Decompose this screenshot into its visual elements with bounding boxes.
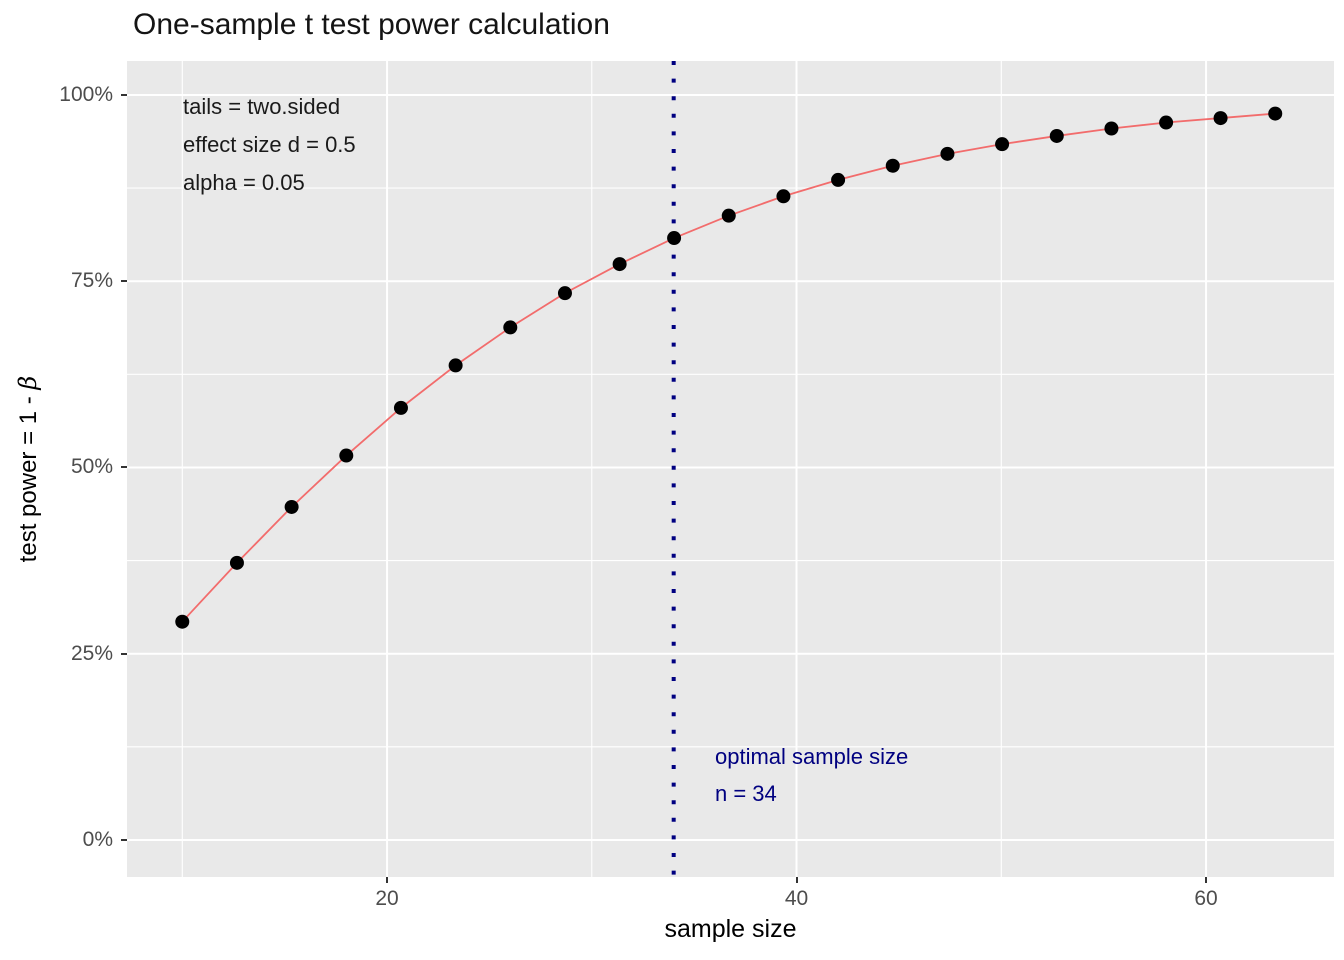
data-point [1049, 128, 1064, 143]
data-point [831, 172, 846, 187]
beta-symbol: β [14, 375, 42, 390]
y-tick-label: 75% [70, 269, 113, 293]
y-tick-label: 0% [82, 827, 113, 851]
annotation-optimal-label: optimal sample size [715, 744, 909, 769]
data-point [776, 189, 791, 204]
data-point [885, 158, 900, 173]
data-point [339, 448, 354, 463]
plot-title: One-sample t test power calculation [133, 8, 610, 41]
data-point [557, 286, 572, 301]
y-tick-label: 25% [70, 641, 113, 665]
data-point [393, 400, 408, 415]
y-tick-mark [121, 280, 127, 283]
y-axis-title: test power = 1 - β [14, 269, 42, 669]
data-point [503, 320, 518, 335]
chart-canvas [127, 61, 1334, 877]
data-point [1104, 121, 1119, 136]
y-tick-mark [121, 652, 127, 655]
data-point [612, 257, 627, 272]
data-point [667, 231, 682, 246]
data-point [1268, 106, 1283, 121]
x-tick-label: 40 [784, 887, 809, 910]
data-point [995, 137, 1010, 152]
y-axis-title-text: test power = 1 - [15, 389, 42, 563]
data-point [229, 555, 244, 570]
plot-panel [127, 61, 1334, 877]
data-point [448, 358, 463, 373]
data-point [940, 146, 955, 161]
data-point [1213, 111, 1228, 126]
annotation-optimal-n: n = 34 [715, 781, 777, 806]
y-tick-mark [121, 93, 127, 96]
x-tick-mark [795, 877, 798, 883]
annotation-alpha: alpha = 0.05 [183, 170, 305, 195]
x-tick-mark [386, 877, 389, 883]
x-tick-mark [1205, 877, 1208, 883]
y-tick-label: 100% [59, 82, 113, 106]
y-tick-label: 50% [70, 455, 113, 479]
x-tick-label: 20 [375, 887, 399, 910]
annotation-effect-size: effect size d = 0.5 [183, 132, 356, 157]
optimal-sample-annotations: optimal sample size n = 34 [715, 738, 908, 812]
data-point [1159, 115, 1174, 130]
y-tick-mark [121, 838, 127, 841]
data-point [175, 614, 190, 629]
parameter-annotations: tails = two.sided effect size d = 0.5 al… [183, 88, 356, 202]
x-axis-title: sample size [664, 915, 797, 943]
x-tick-label: 60 [1194, 887, 1218, 910]
data-point [721, 208, 736, 223]
data-point [284, 499, 299, 514]
y-tick-mark [121, 466, 127, 469]
annotation-tails: tails = two.sided [183, 94, 341, 119]
